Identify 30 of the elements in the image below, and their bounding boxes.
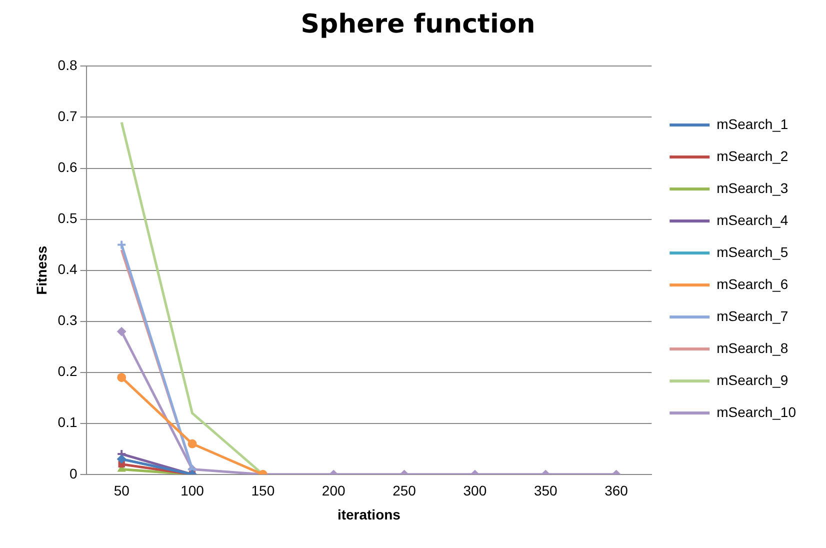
y-tick-label: 0.3	[58, 312, 78, 328]
legend-label: mSearch_10	[716, 404, 796, 420]
y-tick-label: 0.4	[58, 261, 78, 278]
legend-label: mSearch_8	[716, 340, 788, 356]
chart-title: Sphere function	[300, 9, 536, 40]
y-tick-label: 0.2	[58, 363, 78, 380]
legend-label: mSearch_3	[716, 180, 788, 196]
x-tick-label: 250	[392, 482, 416, 499]
legend-label: mSearch_1	[716, 116, 788, 132]
x-tick-label: 150	[251, 482, 275, 499]
legend-label: mSearch_2	[716, 148, 788, 164]
y-tick-label: 0.7	[58, 108, 78, 124]
x-tick-label: 100	[180, 482, 204, 499]
legend-label: mSearch_7	[716, 308, 788, 324]
x-tick-label: 350	[534, 482, 558, 499]
x-tick-label: 300	[463, 482, 487, 499]
y-tick-label: 0.6	[58, 159, 78, 176]
y-tick-label: 0.1	[58, 414, 78, 430]
legend-label: mSearch_5	[716, 244, 788, 260]
x-tick-label: 360	[604, 482, 628, 499]
y-tick-label: 0.8	[58, 57, 78, 74]
x-tick-label: 200	[322, 482, 346, 499]
legend-label: mSearch_9	[716, 372, 788, 388]
x-axis-title: iterations	[337, 506, 401, 522]
legend-label: mSearch_6	[716, 276, 788, 292]
y-tick-label: 0	[69, 465, 78, 482]
legend-label: mSearch_4	[716, 212, 788, 228]
y-tick-label: 0.5	[58, 210, 78, 226]
y-axis-title: Fitness	[33, 246, 50, 295]
x-tick-label: 50	[114, 482, 130, 499]
